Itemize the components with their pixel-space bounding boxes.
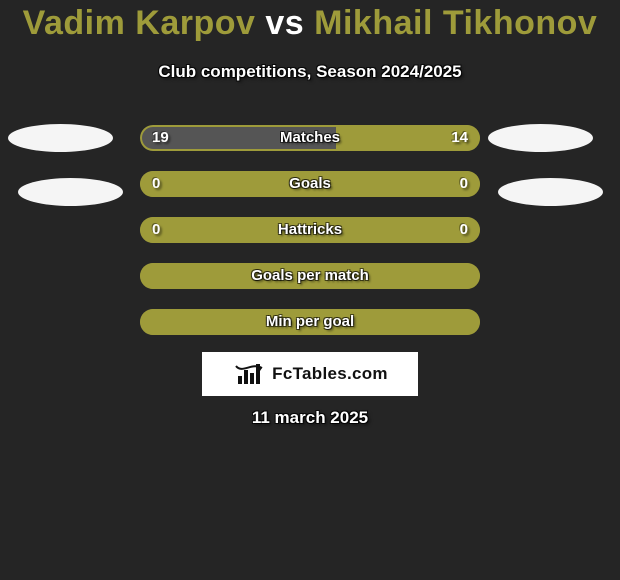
bar-value-left: 19: [152, 125, 169, 151]
side-ellipse-0: [8, 124, 113, 152]
side-ellipse-2: [488, 124, 593, 152]
bar-label: Goals: [140, 171, 480, 197]
bar-value-left: 0: [152, 171, 160, 197]
title-vs: vs: [265, 4, 304, 42]
stat-bar-matches: Matches19 14: [140, 125, 480, 151]
side-ellipse-3: [498, 178, 603, 206]
title-line: Vadim Karpov vs Mikhail Tikhonov: [0, 4, 620, 43]
bar-label: Hattricks: [140, 217, 480, 243]
logo-box: FcTables.com: [202, 352, 418, 396]
title-player1: Vadim Karpov: [23, 4, 256, 42]
stat-bar-min-per-goal: Min per goal: [140, 309, 480, 335]
stat-bar-hattricks: Hattricks0 0: [140, 217, 480, 243]
stat-bar-goals-per-match: Goals per match: [140, 263, 480, 289]
subtitle-text: Club competitions, Season 2024/2025: [158, 62, 461, 81]
bar-value-right: 0: [460, 171, 468, 197]
bar-label: Matches: [140, 125, 480, 151]
date-line: 11 march 2025: [0, 408, 620, 428]
bar-value-right: 14: [451, 125, 468, 151]
date-text: 11 march 2025: [252, 408, 368, 427]
bar-label: Min per goal: [140, 309, 480, 335]
title-player2: Mikhail Tikhonov: [314, 4, 597, 42]
bar-label: Goals per match: [140, 263, 480, 289]
logo-text: FcTables.com: [272, 364, 388, 384]
bar-value-right: 0: [460, 217, 468, 243]
infographic-root: Vadim Karpov vs Mikhail Tikhonov Club co…: [0, 0, 620, 580]
bar-chart-icon: [232, 360, 268, 388]
side-ellipse-1: [18, 178, 123, 206]
stat-bar-goals: Goals0 0: [140, 171, 480, 197]
bar-value-left: 0: [152, 217, 160, 243]
subtitle: Club competitions, Season 2024/2025: [0, 62, 620, 82]
